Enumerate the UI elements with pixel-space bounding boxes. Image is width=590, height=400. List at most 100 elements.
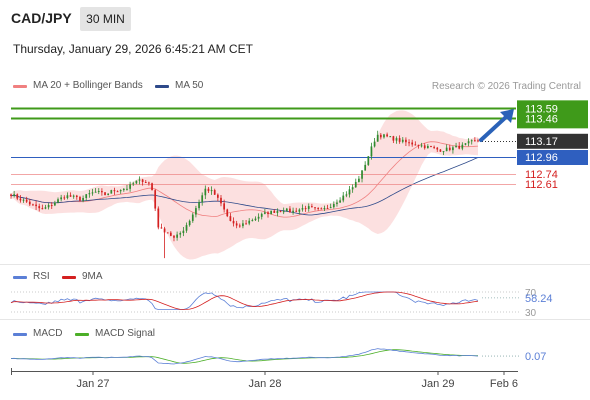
candle (163, 226, 166, 259)
candle (336, 199, 338, 207)
candle-body (417, 144, 420, 146)
candle (474, 137, 476, 142)
rsi-ma-line (10, 291, 479, 310)
candle-body (470, 140, 473, 142)
candle (307, 203, 310, 212)
candle-body (395, 138, 398, 141)
candle (132, 181, 135, 186)
candle (141, 178, 144, 186)
candle-body (326, 208, 329, 210)
candle-body (251, 220, 254, 222)
candle-body (223, 203, 225, 210)
candle (28, 198, 31, 206)
candle-body (423, 145, 426, 149)
candle-body (408, 142, 410, 144)
macd-line (10, 348, 479, 365)
rsi-ma-legend-label: 9MA (82, 271, 103, 282)
candle-body (398, 138, 401, 142)
x-tick-label: Jan 28 (248, 378, 281, 390)
candle (417, 144, 420, 149)
candle (242, 220, 244, 229)
rsi-tick-label: 30 (525, 308, 537, 319)
ma50-line (10, 157, 479, 216)
candle (436, 146, 439, 152)
candle-body (72, 195, 75, 197)
candle (210, 186, 213, 195)
candle (60, 194, 63, 202)
candle-body (248, 220, 251, 224)
candle-body (254, 218, 257, 221)
candle (119, 189, 122, 194)
candle-body (329, 207, 332, 209)
candle-body (213, 190, 216, 195)
candle-body (458, 145, 461, 149)
candle-body (141, 179, 144, 182)
candle (182, 226, 185, 237)
candle-body (176, 234, 178, 238)
candle (223, 199, 225, 213)
candle (311, 203, 313, 208)
timeframe-badge[interactable]: 30 MIN (80, 7, 131, 31)
candle (25, 196, 28, 204)
candle (289, 206, 291, 213)
candle (414, 141, 417, 146)
candle (185, 222, 188, 233)
candle (376, 130, 379, 142)
candle (85, 193, 88, 201)
candle (97, 188, 100, 195)
rsi-line (10, 291, 479, 310)
candle-body (210, 190, 213, 192)
x-tick-label: Jan 27 (76, 378, 109, 390)
candle-body (314, 207, 316, 209)
candle (276, 208, 279, 217)
candle-body (245, 223, 247, 225)
resistance-price-label: 113.46 (525, 113, 558, 125)
candle (392, 135, 395, 144)
candle (173, 234, 175, 242)
candle-body (82, 197, 84, 201)
candle (13, 190, 15, 198)
candle (63, 195, 66, 200)
candle-body (445, 147, 448, 152)
candle-body (94, 191, 97, 193)
candle-body (411, 142, 414, 145)
rsi-ma-legend-swatch (62, 276, 76, 279)
signal-legend-swatch (75, 333, 89, 336)
candle (57, 197, 59, 204)
candle-body (292, 210, 294, 213)
candle (154, 189, 157, 212)
candle (345, 191, 348, 198)
candle (285, 207, 288, 212)
candle (445, 144, 448, 152)
candle (282, 207, 285, 215)
candle (157, 206, 160, 230)
candle (430, 145, 432, 148)
candle-body (332, 204, 335, 208)
candle (166, 232, 169, 234)
candle (273, 209, 276, 214)
candle (226, 208, 229, 218)
candle (439, 149, 442, 152)
candle-body (185, 225, 188, 231)
candle-body (414, 144, 417, 146)
candle-body (191, 214, 194, 221)
candle (408, 139, 410, 147)
candle-body (238, 225, 241, 227)
candle-body (464, 143, 467, 145)
candle (91, 188, 94, 196)
candle (248, 218, 251, 226)
candle-body (270, 210, 273, 215)
candle (44, 204, 47, 210)
rsi-legend-swatch (13, 276, 27, 279)
candle-body (452, 147, 454, 151)
candle (386, 132, 388, 138)
candle (423, 143, 426, 150)
candle-body (101, 190, 103, 193)
candle-body (173, 235, 175, 238)
candle (298, 208, 301, 215)
candle (326, 204, 329, 210)
candle (188, 219, 191, 227)
candle (398, 135, 401, 144)
candle-body (295, 210, 298, 212)
